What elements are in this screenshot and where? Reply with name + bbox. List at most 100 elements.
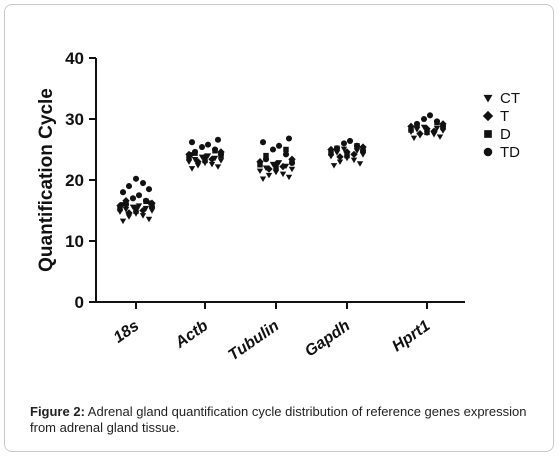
- legend-marker: [483, 94, 493, 103]
- data-point: [423, 125, 431, 133]
- data-point: [283, 146, 289, 153]
- data-point: [133, 208, 139, 214]
- data-point: [142, 205, 150, 212]
- x-tick-label: 18s: [111, 317, 143, 346]
- data-point: [132, 204, 140, 212]
- data-point: [420, 115, 428, 123]
- data-point: [188, 166, 196, 172]
- data-point: [353, 142, 361, 149]
- data-point: [116, 201, 124, 210]
- data-point: [135, 192, 143, 199]
- data-point: [279, 162, 287, 171]
- data-point: [413, 127, 421, 133]
- data-point: [148, 199, 156, 207]
- data-point: [145, 216, 153, 223]
- data-point: [430, 127, 438, 135]
- data-point: [129, 195, 137, 202]
- data-point: [288, 166, 296, 173]
- data-point: [139, 206, 147, 215]
- legend-marker: [483, 147, 493, 157]
- data-point: [333, 145, 341, 152]
- data-point: [416, 129, 424, 138]
- data-point: [265, 165, 273, 173]
- data-point: [272, 169, 280, 176]
- data-point: [282, 151, 290, 158]
- data-point: [359, 152, 367, 158]
- data-point: [217, 151, 225, 158]
- data-point: [125, 183, 133, 190]
- x-tick-label: Actb: [172, 317, 212, 352]
- y-tick-label: 10: [65, 232, 84, 251]
- data-point: [336, 153, 344, 161]
- data-point: [413, 120, 421, 127]
- data-point: [265, 172, 273, 179]
- data-point: [139, 213, 147, 219]
- data-point: [359, 147, 367, 154]
- data-point: [148, 204, 156, 211]
- data-point: [426, 112, 434, 119]
- data-point: [256, 158, 264, 166]
- data-point: [259, 139, 267, 146]
- x-tick-label: Hprt1: [389, 317, 433, 355]
- data-point: [211, 146, 219, 153]
- figure-caption-text: Adrenal gland quantification cycle distr…: [30, 404, 527, 435]
- data-point: [259, 176, 267, 182]
- data-point: [344, 152, 350, 159]
- data-point: [359, 143, 367, 151]
- data-point: [433, 118, 441, 125]
- legend-marker: [484, 130, 492, 138]
- data-point: [217, 158, 225, 164]
- y-tick-label: 30: [65, 110, 84, 129]
- data-point: [353, 148, 361, 154]
- data-point: [214, 164, 222, 170]
- data-point: [333, 150, 341, 156]
- data-point: [356, 161, 364, 167]
- data-point: [256, 168, 264, 175]
- data-point: [139, 180, 147, 187]
- data-point: [330, 163, 338, 169]
- figure-caption: Figure 2: Adrenal gland quantification c…: [30, 404, 536, 436]
- data-point: [194, 163, 202, 169]
- data-point: [285, 135, 293, 142]
- data-point: [269, 146, 277, 153]
- data-point: [439, 123, 447, 130]
- data-point: [135, 203, 143, 209]
- legend-label: T: [500, 108, 509, 125]
- data-point: [122, 201, 130, 208]
- data-point: [214, 136, 222, 143]
- data-point: [119, 189, 127, 196]
- y-tick-label: 0: [75, 293, 84, 312]
- data-point: [272, 160, 280, 168]
- data-point: [145, 186, 153, 193]
- data-point: [436, 134, 444, 140]
- data-point: [191, 157, 199, 163]
- scatter-chart: 0 10 20 30 40 Quantification Cycle 18s Actb Tubu…: [36, 49, 520, 364]
- data-point: [142, 197, 150, 204]
- data-point: [125, 214, 133, 220]
- y-tick-label: 20: [65, 171, 84, 190]
- data-point: [433, 125, 441, 132]
- data-point: [424, 129, 430, 136]
- data-point: [285, 174, 293, 181]
- y-tick-label: 40: [65, 49, 84, 68]
- legend-label: D: [500, 126, 511, 143]
- data-point: [186, 155, 192, 161]
- data-point: [340, 146, 348, 153]
- data-point: [185, 159, 193, 165]
- x-tick-label: Tubulin: [225, 317, 282, 364]
- y-axis-title: Quantification Cycle: [36, 88, 57, 272]
- legend-label: CT: [500, 90, 520, 107]
- data-point: [407, 122, 415, 130]
- data-point: [288, 159, 296, 166]
- data-point: [208, 155, 216, 163]
- data-point: [191, 148, 199, 155]
- data-point: [350, 150, 358, 159]
- data-point: [350, 157, 358, 164]
- data-point: [117, 205, 123, 212]
- data-point: [119, 218, 127, 225]
- legend-label: TD: [500, 144, 520, 161]
- data-point: [279, 171, 287, 178]
- data-point: [328, 150, 334, 156]
- data-point: [132, 175, 140, 182]
- data-point: [346, 137, 354, 145]
